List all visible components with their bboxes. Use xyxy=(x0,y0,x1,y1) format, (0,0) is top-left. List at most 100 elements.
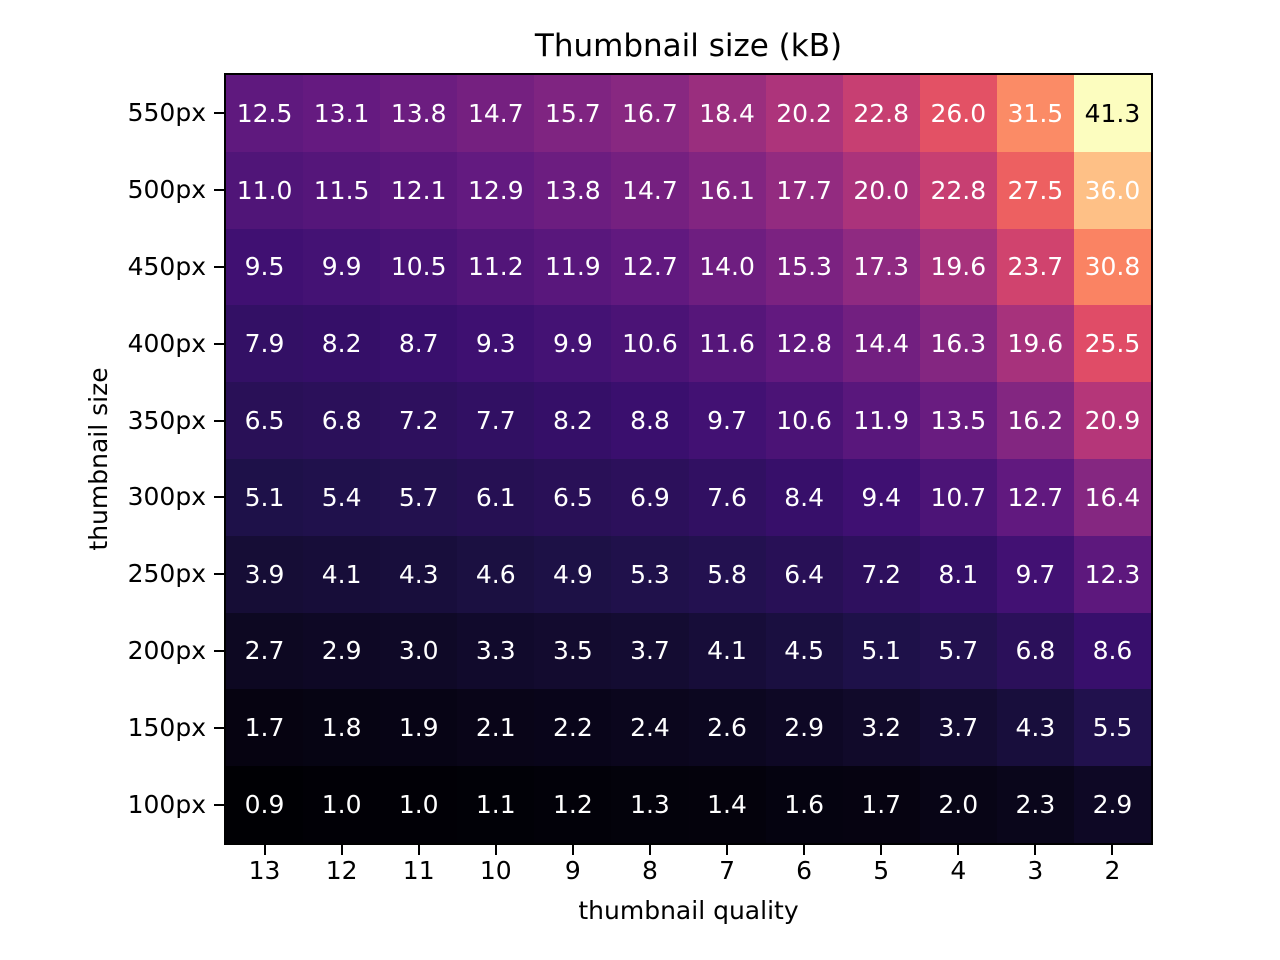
x-tick-mark xyxy=(803,843,806,855)
y-tick-mark xyxy=(214,342,226,345)
heatmap-cell: 9.4 xyxy=(842,459,920,536)
y-tick-mark xyxy=(214,726,226,729)
heatmap-cell: 9.7 xyxy=(996,535,1074,613)
heatmap-cell: 16.3 xyxy=(919,305,997,383)
heatmap-cell: 12.1 xyxy=(380,151,458,229)
heatmap-cell: 20.2 xyxy=(765,75,843,152)
heatmap-cell: 2.9 xyxy=(765,689,843,767)
heatmap-cell: 19.6 xyxy=(919,228,997,306)
x-tick-mark xyxy=(648,843,651,855)
heatmap-cell: 16.2 xyxy=(996,382,1074,459)
heatmap-cell: 6.8 xyxy=(996,612,1074,690)
heatmap-cell: 13.8 xyxy=(534,151,612,229)
heatmap-cell: 9.7 xyxy=(688,382,766,459)
heatmap-cell: 3.3 xyxy=(457,612,535,690)
heatmap-cell: 8.2 xyxy=(303,305,381,383)
heatmap-cell: 13.5 xyxy=(919,382,997,459)
x-tick-label: 5 xyxy=(873,856,890,885)
heatmap-cell: 22.8 xyxy=(919,151,997,229)
heatmap-cell: 25.5 xyxy=(1073,305,1151,383)
heatmap-cell: 11.9 xyxy=(534,228,612,306)
heatmap-cell: 16.4 xyxy=(1073,459,1151,536)
x-tick-mark xyxy=(263,843,266,855)
heatmap-cell: 15.7 xyxy=(534,75,612,152)
heatmap-cell: 5.3 xyxy=(611,535,689,613)
heatmap-cell: 4.9 xyxy=(534,535,612,613)
heatmap-cell: 8.8 xyxy=(611,382,689,459)
heatmap-cell: 36.0 xyxy=(1073,151,1151,229)
heatmap-cell: 8.2 xyxy=(534,382,612,459)
x-tick-label: 8 xyxy=(642,856,658,885)
heatmap-cell: 4.1 xyxy=(303,535,381,613)
heatmap-cell: 3.7 xyxy=(919,689,997,767)
x-tick-mark xyxy=(957,843,960,855)
heatmap-cell: 12.9 xyxy=(457,151,535,229)
heatmap-cell: 5.8 xyxy=(688,535,766,613)
heatmap-cell: 12.7 xyxy=(611,228,689,306)
x-tick-label: 4 xyxy=(950,856,967,885)
heatmap-cell: 17.7 xyxy=(765,151,843,229)
heatmap-cell: 15.3 xyxy=(765,228,843,306)
heatmap-cell: 1.7 xyxy=(842,766,920,843)
heatmap-cell: 20.9 xyxy=(1073,382,1151,459)
heatmap-cell: 13.1 xyxy=(303,75,381,152)
heatmap-cell: 7.7 xyxy=(457,382,535,459)
heatmap-cell: 13.8 xyxy=(380,75,458,152)
heatmap-cell: 1.7 xyxy=(226,689,304,767)
heatmap-cell: 2.6 xyxy=(688,689,766,767)
heatmap-cell: 4.3 xyxy=(996,689,1074,767)
heatmap-cell: 10.6 xyxy=(765,382,843,459)
heatmap-cell: 8.1 xyxy=(919,535,997,613)
x-tick-label: 6 xyxy=(796,856,813,885)
heatmap-cell: 1.9 xyxy=(380,689,458,767)
x-tick-label: 3 xyxy=(1027,856,1044,885)
heatmap-grid: 12.5 13.1 13.8 14.7 15.7 16.7 18.4 20.2 22.8 26.0… xyxy=(226,75,1151,843)
x-tick-label: 9 xyxy=(564,856,581,885)
heatmap-cell: 6.5 xyxy=(226,382,304,459)
heatmap-cell: 1.1 xyxy=(457,766,535,843)
heatmap-cell: 2.3 xyxy=(996,766,1074,843)
heatmap-cell: 3.2 xyxy=(842,689,920,767)
heatmap-cell: 11.0 xyxy=(226,151,304,229)
y-tick-label: 300px xyxy=(127,482,206,512)
heatmap-cell: 4.3 xyxy=(380,535,458,613)
heatmap-cell: 6.8 xyxy=(303,382,381,459)
heatmap-cell: 1.4 xyxy=(688,766,766,843)
heatmap-cell: 11.9 xyxy=(842,382,920,459)
heatmap-cell: 22.8 xyxy=(842,75,920,152)
y-tick-mark xyxy=(214,803,226,806)
y-tick-label: 100px xyxy=(127,789,206,819)
heatmap-cell: 6.1 xyxy=(457,459,535,536)
heatmap-cell: 14.7 xyxy=(457,75,535,152)
y-tick-mark xyxy=(214,650,226,652)
y-tick-mark xyxy=(214,266,226,268)
heatmap-cell: 11.5 xyxy=(303,151,381,229)
y-tick-label: 250px xyxy=(127,559,206,589)
heatmap-cell: 3.7 xyxy=(611,612,689,690)
heatmap-cell: 10.6 xyxy=(611,305,689,383)
y-tick-mark xyxy=(214,419,226,422)
heatmap-cell: 4.6 xyxy=(457,535,535,613)
heatmap-cell: 6.5 xyxy=(534,459,612,536)
y-tick-mark xyxy=(214,189,226,192)
heatmap-cell: 7.6 xyxy=(688,459,766,536)
heatmap-cell: 2.4 xyxy=(611,689,689,767)
y-axis-label: thumbnail size xyxy=(84,367,113,551)
x-tick-label: 11 xyxy=(402,856,435,885)
y-tick-label: 400px xyxy=(127,328,206,358)
y-tick-label: 150px xyxy=(127,712,206,742)
heatmap-cell: 14.4 xyxy=(842,305,920,383)
heatmap-cell: 5.7 xyxy=(919,612,997,690)
heatmap-cell: 5.5 xyxy=(1073,689,1151,767)
heatmap-cell: 12.7 xyxy=(996,459,1074,536)
heatmap-cell: 14.0 xyxy=(688,228,766,306)
y-tick-label: 450px xyxy=(127,252,206,281)
heatmap-cell: 1.8 xyxy=(303,689,381,767)
heatmap-cell: 9.3 xyxy=(457,305,535,383)
x-tick-mark xyxy=(494,843,497,855)
x-tick-mark xyxy=(417,843,420,855)
y-tick-label: 350px xyxy=(127,405,206,435)
x-tick-label: 7 xyxy=(719,856,735,885)
x-tick-mark xyxy=(1111,843,1114,855)
